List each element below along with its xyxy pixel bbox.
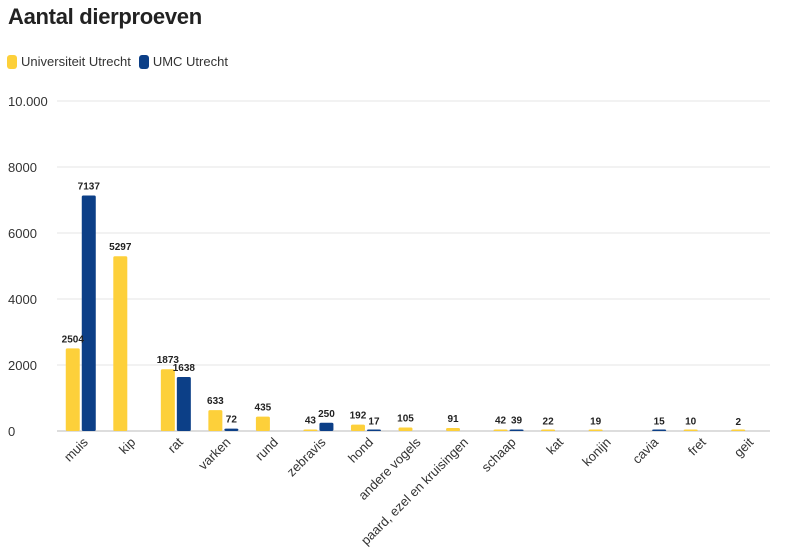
y-tick-label: 8000 bbox=[8, 160, 37, 175]
x-tick-label: schaap bbox=[478, 435, 518, 475]
bar-umc bbox=[224, 428, 239, 431]
bar-uu bbox=[446, 427, 461, 431]
bar-uu bbox=[113, 256, 128, 431]
data-label: 91 bbox=[447, 414, 459, 425]
x-tick-label: zebravis bbox=[284, 434, 329, 479]
x-tick-label: kat bbox=[543, 434, 566, 457]
data-label: 22 bbox=[543, 416, 555, 427]
x-tick-label: muis bbox=[61, 434, 91, 464]
bar-uu bbox=[541, 429, 556, 431]
bar-umc bbox=[652, 429, 667, 431]
x-tick-label: kip bbox=[116, 435, 138, 457]
legend-label-uu: Universiteit Utrecht bbox=[21, 54, 131, 69]
bar-uu bbox=[683, 429, 698, 431]
data-label: 43 bbox=[305, 416, 317, 427]
bar-uu bbox=[303, 429, 318, 431]
data-label: 42 bbox=[495, 416, 507, 427]
bar-uu bbox=[398, 427, 413, 431]
y-tick-label: 0 bbox=[8, 424, 15, 439]
y-tick-label: 4000 bbox=[8, 292, 37, 307]
x-tick-label: cavia bbox=[629, 434, 662, 467]
x-tick-label: hond bbox=[345, 435, 376, 466]
bar-umc bbox=[81, 195, 96, 431]
data-label: 15 bbox=[654, 417, 666, 428]
bar-uu bbox=[208, 410, 223, 431]
y-tick-label: 6000 bbox=[8, 226, 37, 241]
x-tick-label: varken bbox=[195, 435, 233, 473]
x-tick-label: konijn bbox=[579, 435, 614, 470]
legend-swatch-uu bbox=[7, 54, 17, 69]
data-label: 633 bbox=[207, 396, 224, 407]
chart-title: Aantal dierproeven bbox=[8, 4, 202, 29]
y-tick-label: 10.000 bbox=[8, 94, 48, 109]
data-label: 19 bbox=[590, 416, 602, 427]
x-tick-label: fret bbox=[685, 434, 709, 458]
data-label: 7137 bbox=[78, 181, 101, 192]
data-label: 17 bbox=[368, 416, 380, 427]
legend-label-umc: UMC Utrecht bbox=[152, 54, 228, 69]
data-label: 10 bbox=[685, 417, 697, 428]
data-label: 192 bbox=[350, 411, 367, 422]
data-label: 435 bbox=[255, 403, 272, 414]
x-tick-label: rat bbox=[165, 434, 187, 456]
x-tick-label: rund bbox=[252, 435, 281, 464]
bar-umc bbox=[319, 422, 334, 431]
data-label: 72 bbox=[226, 415, 238, 426]
data-label: 5297 bbox=[109, 242, 132, 253]
data-label: 250 bbox=[318, 409, 335, 420]
bar-uu bbox=[255, 416, 270, 431]
data-label: 1873 bbox=[157, 355, 180, 366]
data-label: 2504 bbox=[62, 334, 85, 345]
legend: Universiteit Utrecht UMC Utrecht bbox=[7, 54, 236, 69]
bar-uu bbox=[350, 424, 365, 431]
bar-uu bbox=[160, 369, 175, 431]
bar-uu bbox=[588, 429, 603, 431]
legend-item-uu[interactable]: Universiteit Utrecht bbox=[7, 54, 131, 69]
data-label: 39 bbox=[511, 416, 523, 427]
data-label: 1638 bbox=[173, 363, 196, 374]
data-label: 2 bbox=[735, 417, 741, 428]
bar-uu bbox=[493, 429, 508, 431]
bar-uu bbox=[731, 429, 746, 431]
bar-uu bbox=[65, 348, 80, 431]
data-label: 105 bbox=[397, 414, 414, 425]
bar-umc bbox=[366, 429, 381, 431]
legend-swatch-umc bbox=[138, 54, 149, 69]
bar-umc bbox=[509, 429, 524, 431]
x-tick-label: geit bbox=[731, 434, 757, 460]
legend-item-umc[interactable]: UMC Utrecht bbox=[138, 54, 228, 69]
y-tick-label: 2000 bbox=[8, 358, 37, 373]
bar-umc bbox=[176, 376, 191, 431]
